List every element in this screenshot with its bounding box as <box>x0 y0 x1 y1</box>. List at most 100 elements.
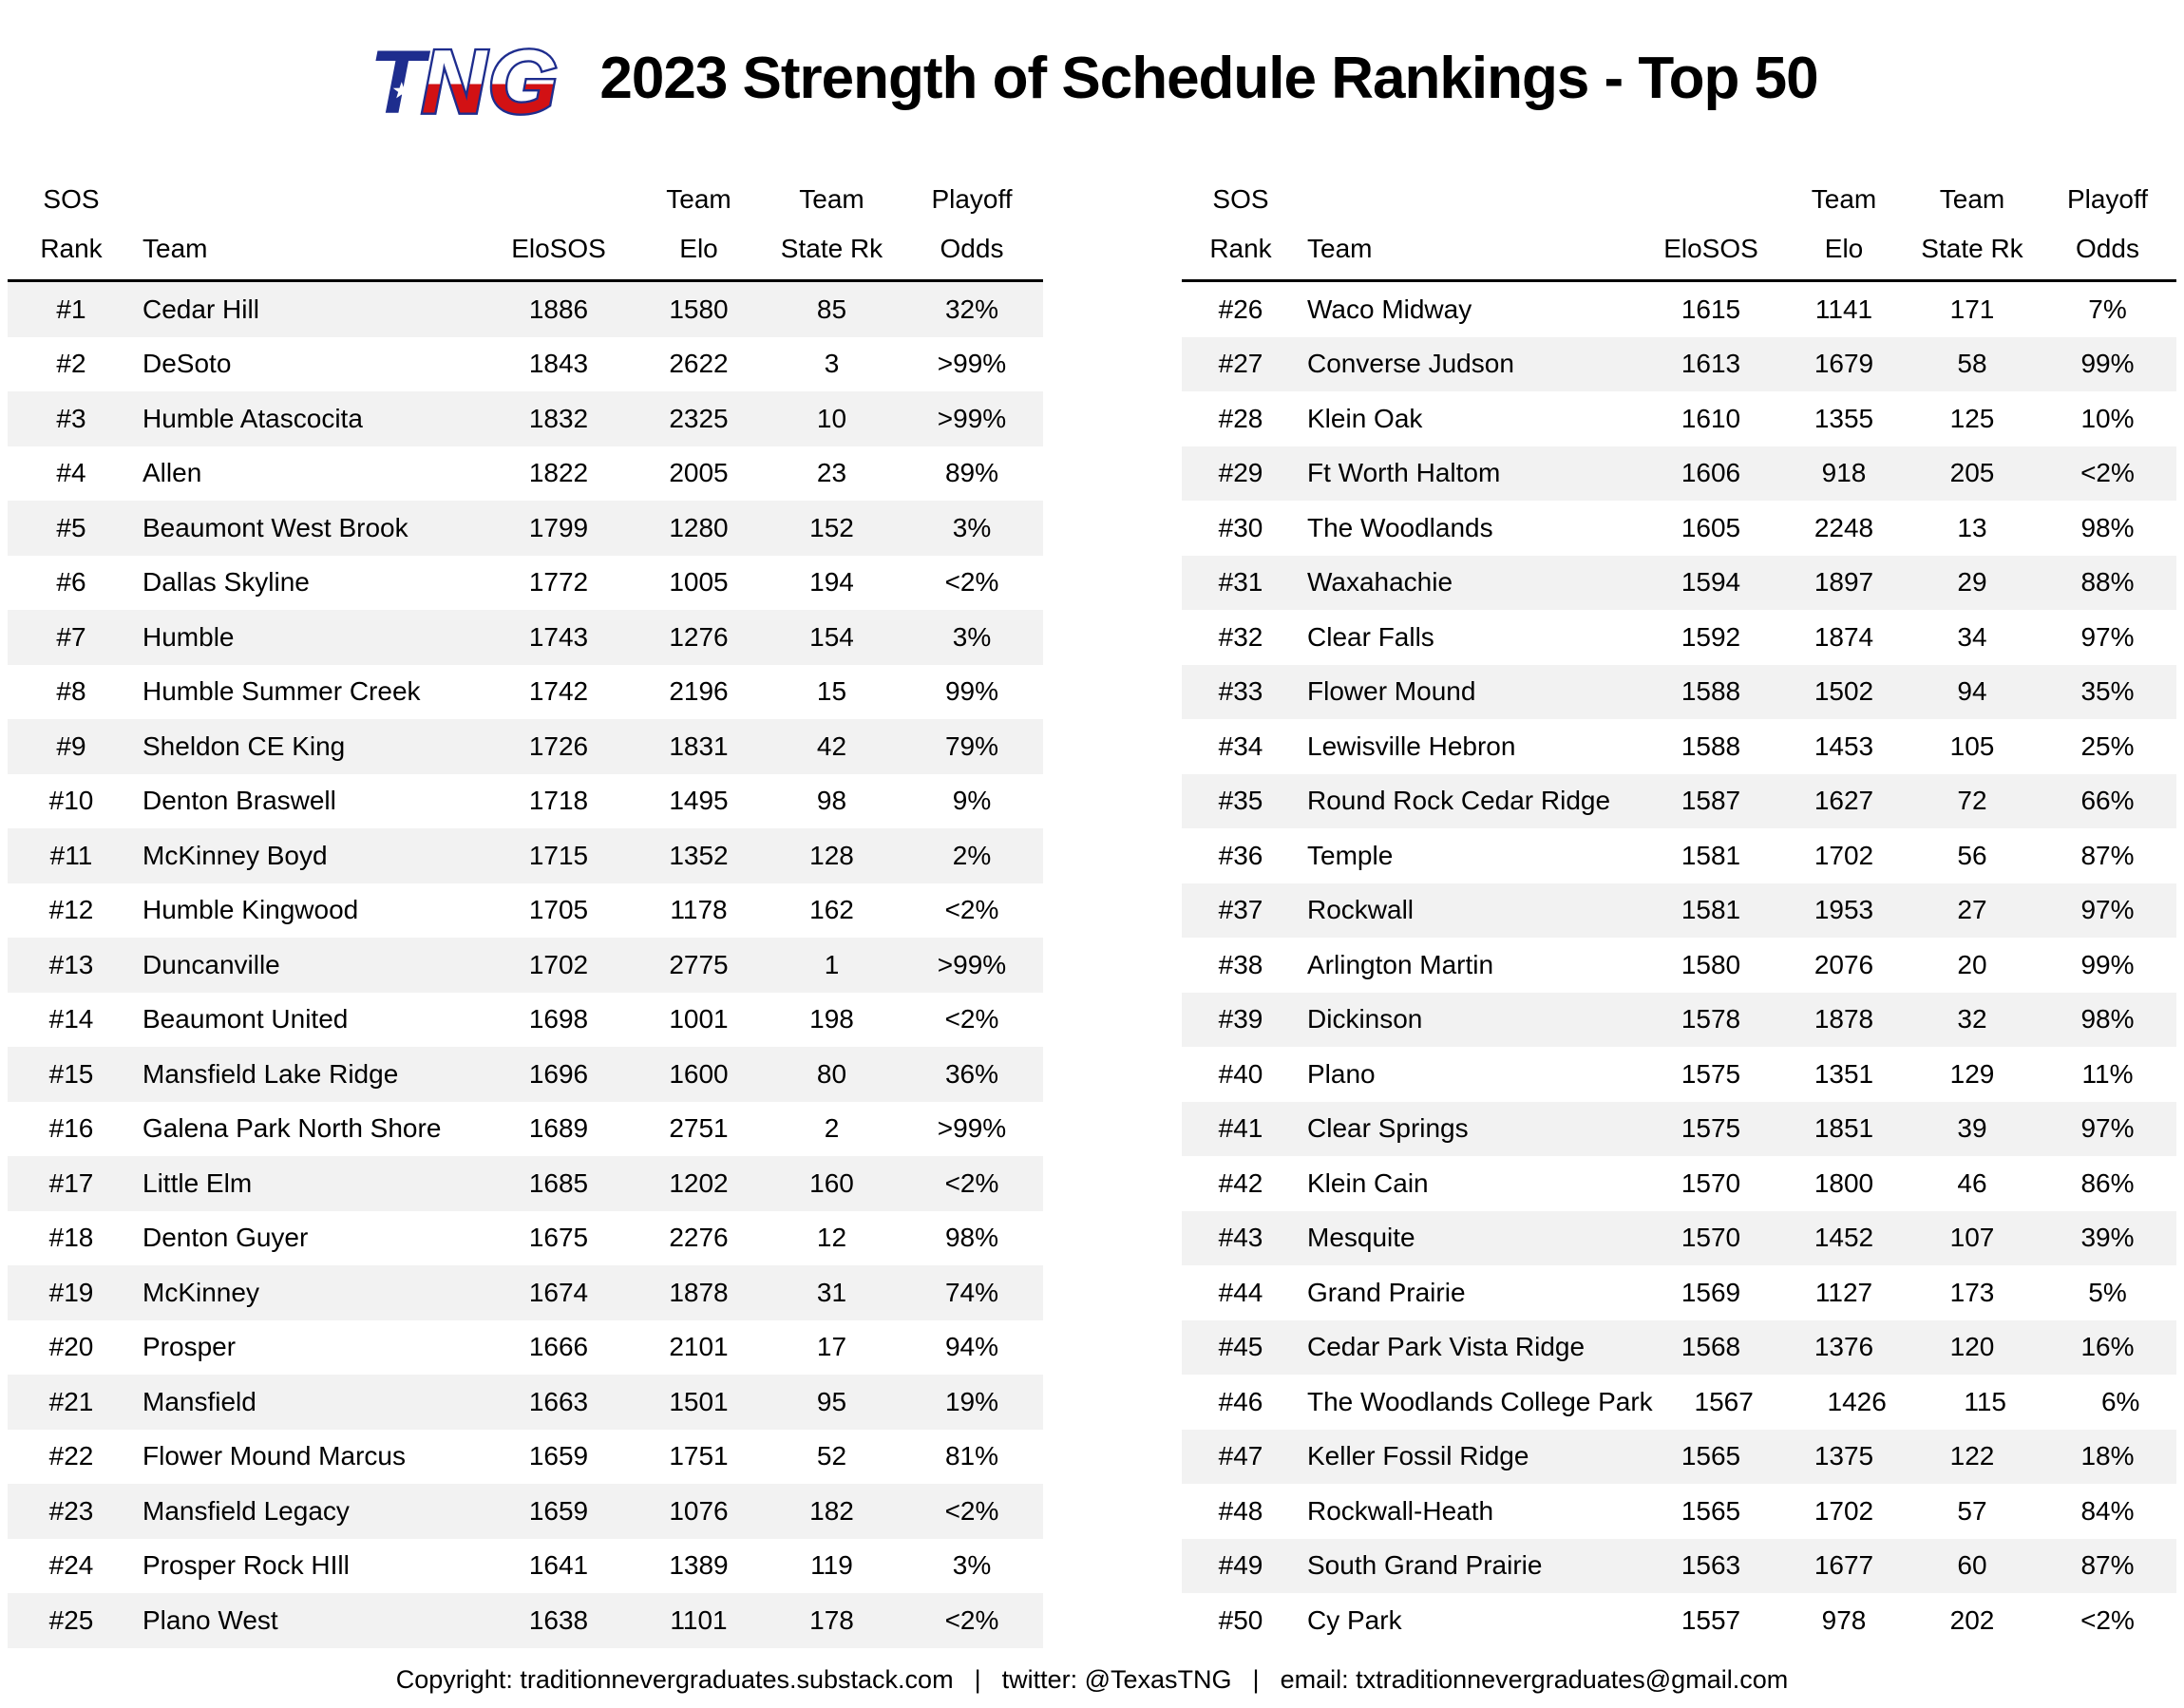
cell-team: Cedar Hill <box>142 294 259 324</box>
cell-elosos: 1843 <box>528 349 589 379</box>
cell-team-elo: 1953 <box>1814 895 1874 925</box>
table-row: #7 Humble 1743 1276 154 3% <box>8 610 1043 665</box>
cell-playoff-odds: <2% <box>944 1604 999 1635</box>
cell-sos-rank: #34 <box>1218 731 1263 761</box>
cell-state-rank: 95 <box>816 1386 847 1416</box>
col-header-odds: Odds <box>940 234 1004 263</box>
cell-sos-rank: #9 <box>56 731 86 761</box>
cell-state-rank: 107 <box>1949 1223 1995 1253</box>
cell-sos-rank: #36 <box>1218 840 1263 870</box>
cell-playoff-odds: 97% <box>2080 621 2135 652</box>
cell-team-elo: 1677 <box>1814 1550 1874 1581</box>
cell-elosos: 1570 <box>1681 1167 1741 1198</box>
cell-playoff-odds: 97% <box>2080 895 2135 925</box>
cell-elosos: 1588 <box>1681 731 1741 761</box>
cell-state-rank: 27 <box>1957 895 1987 925</box>
cell-playoff-odds: 6% <box>2100 1386 2140 1416</box>
cell-team-elo: 1178 <box>670 895 728 925</box>
table-row: #23 Mansfield Legacy 1659 1076 182 <2% <box>8 1484 1043 1539</box>
cell-elosos: 1666 <box>528 1332 589 1362</box>
cell-sos-rank: #26 <box>1218 294 1263 324</box>
cell-team: Grand Prairie <box>1307 1277 1466 1307</box>
cell-elosos: 1685 <box>528 1167 589 1198</box>
table-row: #31 Waxahachie 1594 1897 29 88% <box>1182 555 2176 610</box>
cell-elosos: 1705 <box>528 895 589 925</box>
cell-team-elo: 1831 <box>669 731 729 761</box>
table-row: #17 Little Elm 1685 1202 160 <2% <box>8 1156 1043 1211</box>
cell-sos-rank: #35 <box>1218 786 1263 816</box>
cell-team-elo: 1702 <box>1814 1495 1874 1526</box>
cell-team-elo: 2196 <box>669 676 729 707</box>
cell-team: Plano West <box>142 1604 278 1635</box>
cell-team-elo: 1874 <box>1814 621 1874 652</box>
cell-team: Little Elm <box>142 1167 253 1198</box>
cell-team: Prosper <box>142 1332 237 1362</box>
cell-team: Denton Guyer <box>142 1223 309 1253</box>
cell-team: Mansfield <box>142 1386 256 1416</box>
table-row: #18 Denton Guyer 1675 2276 12 98% <box>8 1211 1043 1266</box>
logo-letter-t: T <box>370 34 431 122</box>
cell-sos-rank: #13 <box>48 949 94 979</box>
cell-playoff-odds: 87% <box>2080 1550 2135 1581</box>
cell-elosos: 1563 <box>1681 1550 1741 1581</box>
cell-sos-rank: #5 <box>56 512 86 542</box>
header: T N G 2023 Strength of Schedule Rankings… <box>0 0 2184 127</box>
cell-team: Sheldon CE King <box>142 731 346 761</box>
cell-playoff-odds: 7% <box>2088 294 2127 324</box>
cell-sos-rank: #25 <box>48 1604 94 1635</box>
table-row: #43 Mesquite 1570 1452 107 39% <box>1182 1210 2176 1265</box>
table-header: SOS Team Team Playoff Rank Team EloSOS E… <box>8 175 1043 282</box>
cell-team-elo: 1280 <box>669 512 729 542</box>
cell-sos-rank: #3 <box>56 403 86 433</box>
logo-letter-n: N <box>422 34 488 122</box>
cell-state-rank: 52 <box>816 1441 847 1471</box>
cell-elosos: 1575 <box>1681 1113 1741 1144</box>
cell-sos-rank: #28 <box>1218 403 1263 433</box>
col-header-team-rk-1: Team <box>799 184 864 214</box>
cell-elosos: 1565 <box>1681 1495 1741 1526</box>
cell-playoff-odds: 18% <box>2080 1441 2135 1471</box>
table-row: #21 Mansfield 1663 1501 95 19% <box>8 1375 1043 1430</box>
cell-state-rank: 152 <box>809 512 854 542</box>
table-row: #40 Plano 1575 1351 129 11% <box>1182 1047 2176 1102</box>
cell-sos-rank: #50 <box>1218 1604 1263 1635</box>
cell-state-rank: 39 <box>1957 1113 1987 1144</box>
cell-state-rank: 171 <box>1949 294 1995 324</box>
cell-elosos: 1578 <box>1681 1004 1741 1034</box>
table-row: #35 Round Rock Cedar Ridge 1587 1627 72 … <box>1182 773 2176 828</box>
cell-team-elo: 1202 <box>669 1167 729 1198</box>
footer-separator: | <box>974 1664 981 1694</box>
table-row: #39 Dickinson 1578 1878 32 98% <box>1182 992 2176 1047</box>
cell-state-rank: 122 <box>1949 1441 1995 1471</box>
cell-team: Humble <box>142 621 235 652</box>
cell-elosos: 1674 <box>528 1277 589 1307</box>
cell-team-elo: 1751 <box>669 1441 729 1471</box>
cell-team-elo: 1501 <box>669 1386 729 1416</box>
cell-team: Plano <box>1307 1058 1376 1089</box>
col-header-sos: SOS <box>1212 184 1269 214</box>
cell-team-elo: 1878 <box>1814 1004 1874 1034</box>
header-line-2: Rank Team EloSOS Elo State Rk Odds <box>8 224 1043 274</box>
table-row: #41 Clear Springs 1575 1851 39 97% <box>1182 1101 2176 1156</box>
cell-state-rank: 85 <box>816 294 847 324</box>
cell-elosos: 1698 <box>528 1004 589 1034</box>
cell-team: Humble Summer Creek <box>142 676 421 707</box>
table-row: #44 Grand Prairie 1569 1127 173 5% <box>1182 1265 2176 1320</box>
footer-twitter: twitter: @TexasTNG <box>1001 1664 1232 1694</box>
cell-elosos: 1592 <box>1681 621 1741 652</box>
cell-sos-rank: #6 <box>56 567 86 598</box>
table-body: #26 Waco Midway 1615 1141 171 7% #27 Con… <box>1182 282 2176 1648</box>
cell-playoff-odds: 94% <box>944 1332 999 1362</box>
cell-elosos: 1605 <box>1681 512 1741 542</box>
cell-elosos: 1606 <box>1681 458 1741 488</box>
cell-elosos: 1822 <box>528 458 589 488</box>
cell-team: Rockwall <box>1307 895 1415 925</box>
cell-sos-rank: #33 <box>1218 676 1263 707</box>
table-row: #32 Clear Falls 1592 1874 34 97% <box>1182 610 2176 665</box>
cell-team: Dallas Skyline <box>142 567 310 598</box>
cell-elosos: 1718 <box>528 786 589 816</box>
cell-state-rank: 32 <box>1957 1004 1987 1034</box>
cell-elosos: 1567 <box>1694 1386 1754 1416</box>
table-row: #4 Allen 1822 2005 23 89% <box>8 446 1043 502</box>
cell-state-rank: 29 <box>1957 567 1987 598</box>
